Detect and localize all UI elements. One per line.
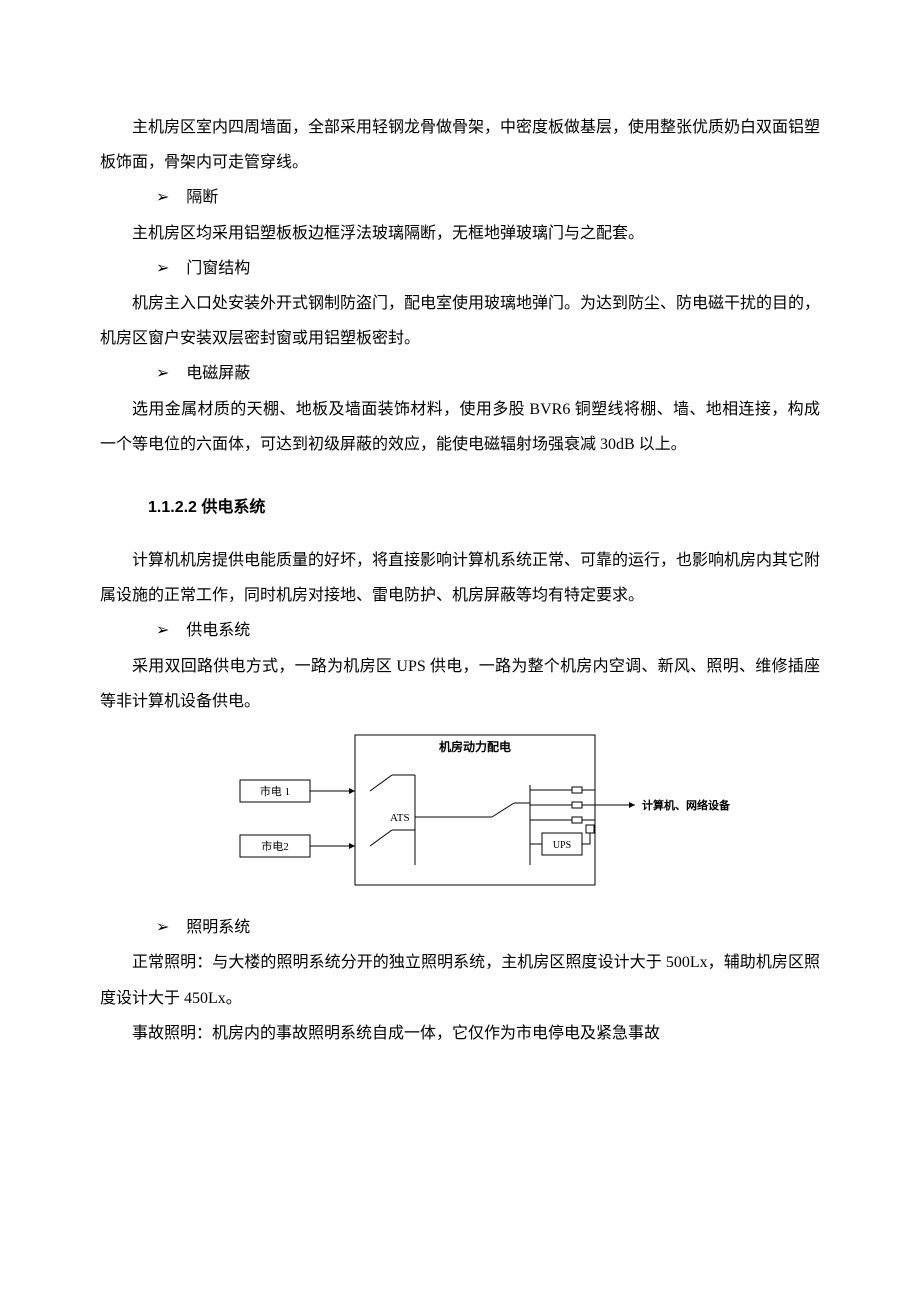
paragraph: 正常照明：与大楼的照明系统分开的独立照明系统，主机房区照度设计大于 500Lx，…	[100, 945, 820, 1015]
svg-text:计算机、网络设备: 计算机、网络设备	[642, 798, 731, 812]
bullet-item: ➢ 隔断	[100, 180, 820, 215]
paragraph: 机房主入口处安装外开式钢制防盗门，配电室使用玻璃地弹门。为达到防尘、防电磁干扰的…	[100, 286, 820, 356]
svg-text:UPS: UPS	[553, 840, 571, 851]
bullet-label: 门窗结构	[186, 260, 250, 277]
arrow-icon: ➢	[156, 910, 169, 945]
paragraph: 主机房区均采用铝塑板板边框浮法玻璃隔断，无框地弹玻璃门与之配套。	[100, 216, 820, 251]
section-heading: 1.1.2.2 供电系统	[100, 490, 820, 525]
power-supply-diagram: 机房动力配电 市电 1 市电2 ATS	[100, 725, 820, 908]
svg-text:机房动力配电: 机房动力配电	[439, 739, 511, 754]
arrow-icon: ➢	[156, 180, 169, 215]
arrow-icon: ➢	[156, 251, 169, 286]
svg-text:ATS: ATS	[390, 812, 410, 824]
bullet-item: ➢ 门窗结构	[100, 251, 820, 286]
svg-text:市电2: 市电2	[261, 839, 289, 853]
arrow-icon: ➢	[156, 613, 169, 648]
bullet-label: 供电系统	[186, 622, 250, 639]
svg-text:市电 1: 市电 1	[260, 784, 290, 798]
paragraph: 计算机机房提供电能质量的好坏，将直接影响计算机系统正常、可靠的运行，也影响机房内…	[100, 543, 820, 613]
bullet-label: 隔断	[186, 189, 218, 206]
bullet-item: ➢ 供电系统	[100, 613, 820, 648]
bullet-item: ➢ 电磁屏蔽	[100, 356, 820, 391]
paragraph: 事故照明：机房内的事故照明系统自成一体，它仅作为市电停电及紧急事故	[100, 1016, 820, 1051]
diagram-svg: 机房动力配电 市电 1 市电2 ATS	[180, 725, 740, 895]
paragraph: 采用双回路供电方式，一路为机房区 UPS 供电，一路为整个机房内空调、新风、照明…	[100, 649, 820, 719]
document-page: 主机房区室内四周墙面，全部采用轻钢龙骨做骨架，中密度板做基层，使用整张优质奶白双…	[0, 0, 920, 1302]
bullet-item: ➢ 照明系统	[100, 910, 820, 945]
arrow-icon: ➢	[156, 356, 169, 391]
bullet-label: 电磁屏蔽	[186, 365, 250, 382]
paragraph: 主机房区室内四周墙面，全部采用轻钢龙骨做骨架，中密度板做基层，使用整张优质奶白双…	[100, 110, 820, 180]
bullet-label: 照明系统	[186, 919, 250, 936]
paragraph: 选用金属材质的天棚、地板及墙面装饰材料，使用多股 BVR6 铜塑线将棚、墙、地相…	[100, 392, 820, 462]
